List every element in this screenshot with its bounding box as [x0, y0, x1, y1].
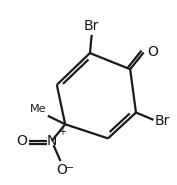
Text: +: + — [58, 127, 66, 137]
Text: N: N — [47, 134, 57, 148]
Text: O: O — [147, 45, 158, 59]
Text: Br: Br — [84, 19, 99, 33]
Text: Me: Me — [30, 104, 46, 114]
Text: O: O — [56, 162, 67, 176]
Text: −: − — [66, 162, 74, 172]
Text: O: O — [16, 134, 27, 148]
Text: Br: Br — [154, 114, 170, 128]
